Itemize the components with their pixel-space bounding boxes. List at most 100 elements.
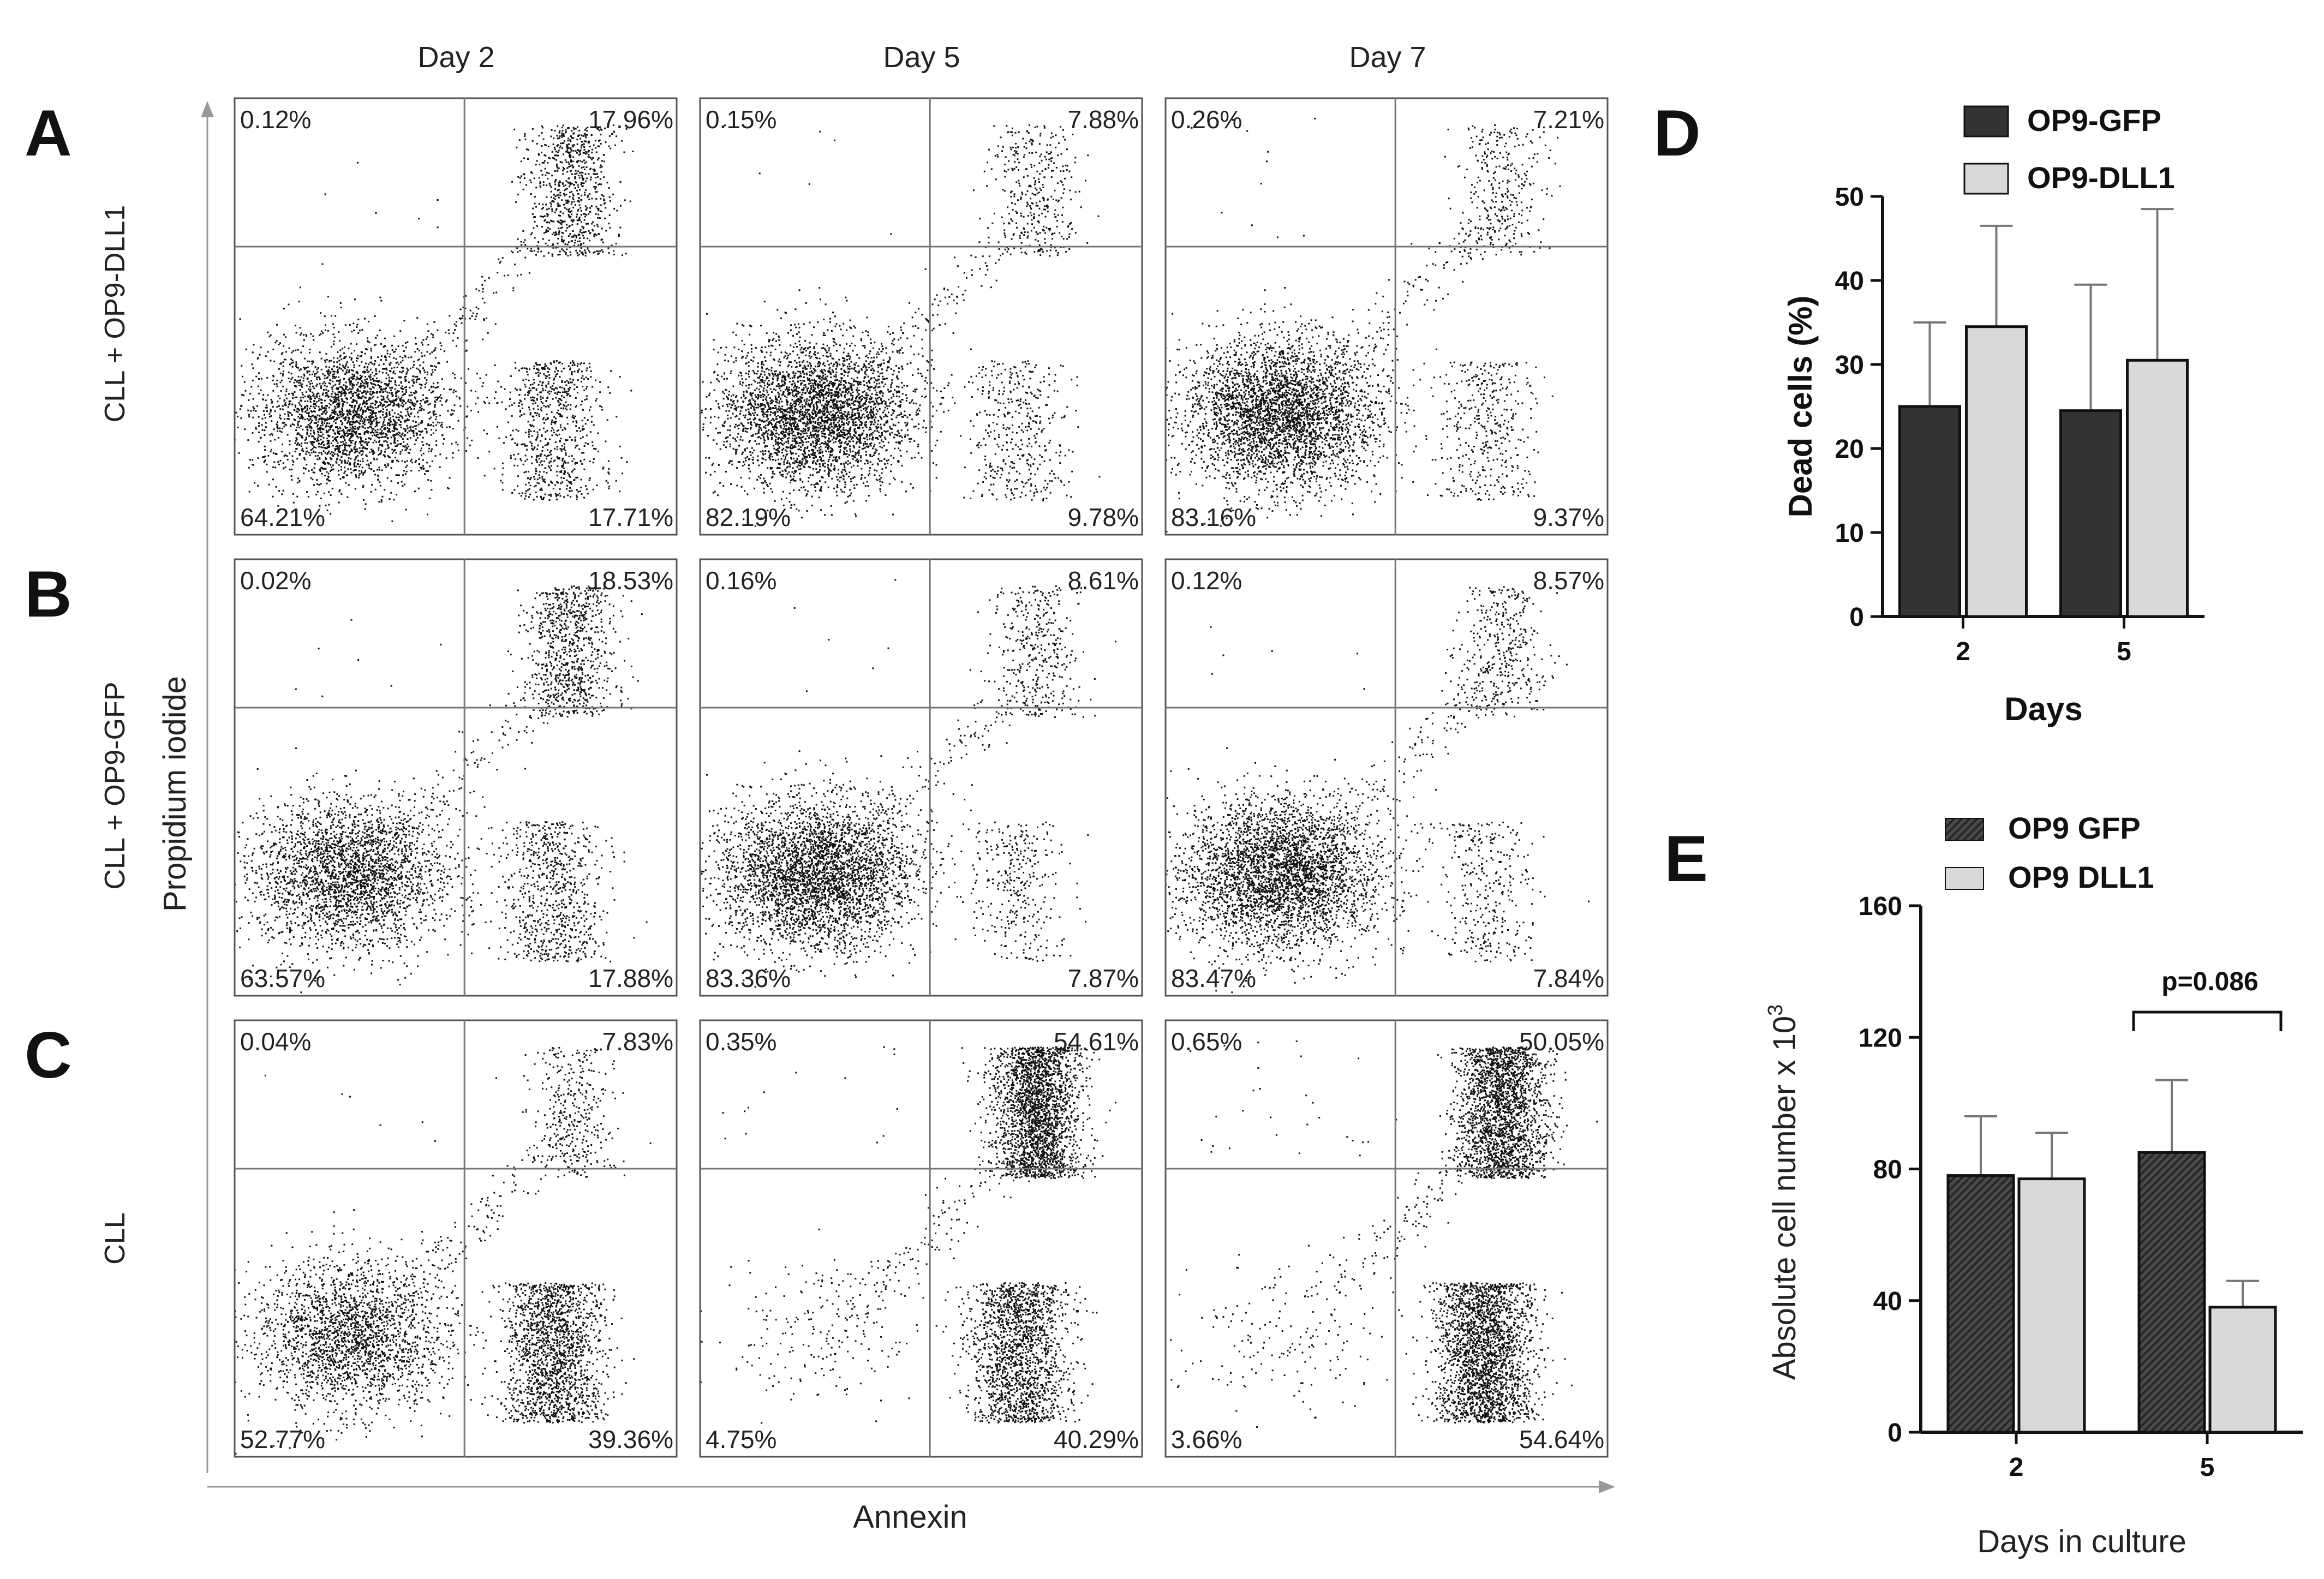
panel-frame [234,558,678,997]
quadrant-pct-ul: 0.15% [706,105,776,134]
bar [1965,325,2028,618]
scatter-panel: 0.15% 7.88% 82.19% 9.78% [699,97,1143,536]
points-group [700,1043,1121,1424]
e-x-axis-title: Days in culture [1977,1524,2186,1559]
panel-frame [1164,1019,1609,1458]
quadrant-pct-lr: 40.29% [1054,1425,1139,1454]
panel-letter-b: B [25,558,72,631]
legend-label-op9dll1: OP9 DLL1 [2008,860,2154,894]
flow-x-axis-title: Annexin [853,1499,967,1535]
e-y-axis-title-base: Absolute cell number x 10 [1767,1016,1802,1380]
column-title-day7: Day 7 [1349,41,1426,74]
x-tick-label: 2 [1956,637,1970,666]
row-label-dll1: CLL + OP9-DLL1 [99,205,131,422]
quadrant-pct-ll: 63.57% [240,964,325,992]
event-dots [1170,1040,1598,1428]
quadrant-pct-lr: 54.64% [1519,1425,1604,1454]
panel-d: OP9-GFP OP9-DLL1 Dead cells (%) Days 0 10… [1782,103,2204,727]
legend-swatch-op9dll1 [1945,867,1984,890]
legend-swatch-op9-dll1 [1963,163,2009,195]
panel-frame [1164,97,1609,536]
flow-x-axis-arrow [1599,1480,1615,1493]
y-tick-label: 0 [1887,1419,1902,1448]
quadrant-pct-ul: 0.65% [1171,1027,1242,1056]
quadrant-pct-ul: 0.04% [240,1027,311,1056]
scatter-panel: 0.65% 50.05% 3.66% 54.64% [1164,1019,1609,1458]
panel-frame [1164,558,1609,997]
points-group [235,1046,652,1455]
quadrant-pct-ur: 7.21% [1533,105,1604,134]
panel-frame [234,97,678,536]
d-y-axis-title: Dead cells (%) [1782,296,1819,518]
legend-label-op9gfp: OP9 GFP [2008,811,2141,845]
legend-swatch-op9gfp [1945,818,1984,841]
quadrant-pct-ur: 50.05% [1519,1027,1604,1056]
row-label-gfp: CLL + OP9-GFP [99,682,131,890]
quadrant-pct-ur: 8.61% [1068,566,1139,595]
quadrant-pct-ur: 17.96% [588,105,673,134]
flow-y-axis-title: Propidium iodide [157,676,193,912]
event-dots [700,124,1101,527]
bar [2137,1151,2206,1434]
quadrant-pct-ul: 0.02% [240,566,311,595]
quadrant-pct-ul: 0.16% [706,566,776,595]
quadrant-pct-ul: 0.12% [240,105,311,134]
legend-label-op9-gfp: OP9-GFP [2027,103,2161,137]
event-dots [700,1043,1121,1424]
panel-letter-d: D [1653,97,1701,170]
points-group [1166,586,1590,994]
x-tick-label: 5 [2117,637,2131,666]
event-dots [1166,586,1590,994]
quadrant-pct-ur: 7.83% [602,1027,673,1056]
quadrant-pct-lr: 17.71% [588,503,673,531]
event-dots [235,1046,652,1455]
column-title-day5: Day 5 [883,41,960,74]
flow-y-axis-arrow [201,101,214,117]
quadrant-pct-lr: 7.87% [1068,964,1139,992]
quadrant-pct-ll: 83.47% [1171,964,1256,992]
scatter-panel: 0.12% 8.57% 83.47% 7.84% [1164,558,1609,997]
quadrant-pct-ll: 83.36% [706,964,791,992]
legend-swatch-op9-gfp [1963,105,2009,137]
event-dots [1166,117,1561,533]
points-group [235,124,634,535]
y-tick-label: 10 [1835,519,1864,548]
y-tick-label: 0 [1849,603,1864,632]
quadrant-pct-ul: 0.12% [1171,566,1242,595]
y-tick-label: 40 [1835,267,1864,296]
panel-letter-e: E [1664,822,1708,895]
points-group [1170,1040,1598,1428]
scatter-panel: 0.35% 54.61% 4.75% 40.29% [699,1019,1143,1458]
points-group [1166,117,1561,533]
scatter-panel: 0.16% 8.61% 83.36% 7.87% [699,558,1143,997]
quadrant-pct-ll: 52.77% [240,1425,325,1454]
event-dots [235,585,648,994]
bar [1898,405,1961,618]
panel-frame [699,1019,1143,1458]
points-group [700,124,1101,527]
bar [1946,1174,2015,1434]
scatter-panel: 0.26% 7.21% 83.16% 9.37% [1164,97,1609,536]
quadrant-pct-lr: 7.84% [1533,964,1604,992]
significance-bracket [2132,1010,2283,1031]
quadrant-pct-ll: 4.75% [706,1425,776,1454]
bar [2059,409,2122,618]
y-tick-label: 120 [1859,1024,1902,1052]
scatter-panel: 0.04% 7.83% 52.77% 39.36% [234,1019,678,1458]
quadrant-pct-lr: 9.78% [1068,503,1139,531]
y-tick-label: 40 [1873,1287,1902,1316]
quadrant-pct-ur: 18.53% [588,566,673,595]
row-label-cll: CLL [99,1212,131,1264]
panel-letter-c: C [25,1019,72,1092]
points-group [700,579,1116,988]
y-tick-label: 80 [1873,1156,1902,1185]
quadrant-pct-ul: 0.26% [1171,105,1242,134]
panel-e: OP9 GFP OP9 DLL1 Absolute cell number x … [1764,811,2303,1559]
quadrant-pct-ll: 64.21% [240,503,325,531]
x-tick-label: 5 [2200,1453,2215,1482]
event-dots [700,579,1116,988]
scatter-panel: 0.12% 17.96% 64.21% 17.71% [234,97,678,536]
event-dots [235,124,634,535]
panel-frame [699,558,1143,997]
quadrant-pct-lr: 17.88% [588,964,673,992]
